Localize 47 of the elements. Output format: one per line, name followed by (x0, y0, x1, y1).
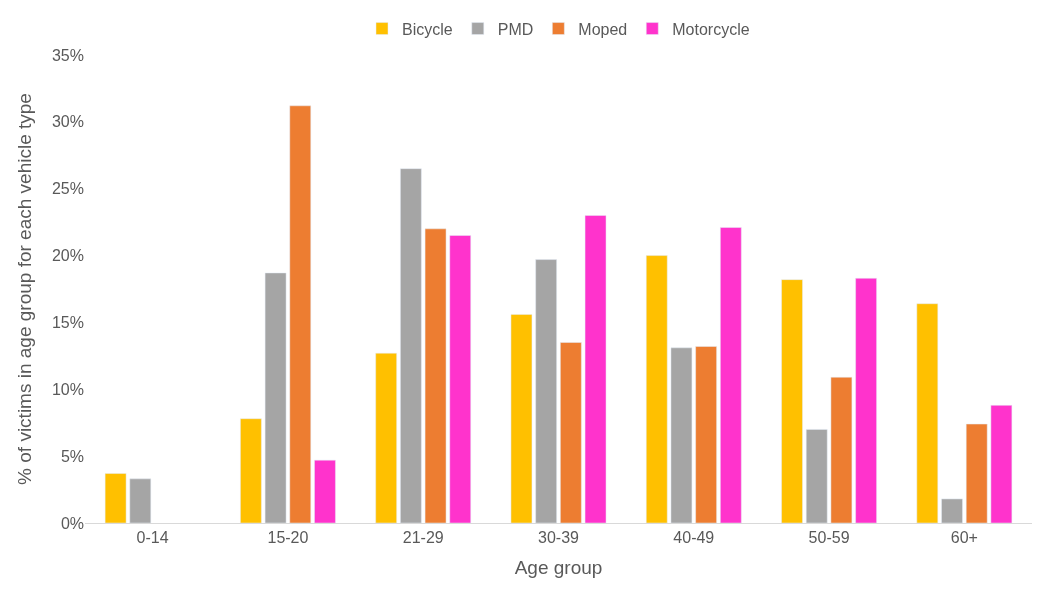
legend-label: Bicycle (402, 20, 453, 38)
y-tick-label: 0% (60, 514, 84, 532)
bar (805, 429, 828, 523)
y-tick-label: 5% (60, 447, 84, 465)
bar (990, 405, 1013, 523)
bar (646, 255, 668, 523)
x-tick-label: 21-29 (402, 529, 444, 547)
bar (720, 227, 742, 523)
bar (510, 314, 533, 523)
x-tick-label: 60+ (950, 529, 978, 547)
bar (941, 498, 963, 523)
legend-label: Moped (578, 20, 628, 38)
bar (104, 473, 127, 523)
bar (695, 346, 717, 523)
y-tick-label: 30% (51, 113, 84, 131)
x-tick-label: 30-39 (538, 529, 580, 547)
bar (375, 352, 397, 523)
bar (424, 228, 447, 523)
bar (855, 278, 877, 523)
y-tick-label: 15% (51, 314, 84, 332)
bar (916, 303, 939, 523)
x-tick-label: 50-59 (808, 529, 850, 547)
bar (965, 423, 988, 523)
bar (560, 342, 582, 523)
legend-label: PMD (497, 20, 534, 38)
bar (535, 259, 557, 523)
bar (584, 215, 607, 523)
bar (314, 459, 336, 523)
x-tick-label: 0-14 (136, 529, 169, 547)
x-axis-title: Age group (514, 557, 603, 578)
bar (240, 418, 262, 523)
y-tick-label: 35% (51, 46, 84, 64)
y-tick-label: 10% (51, 380, 84, 398)
bar (670, 347, 693, 523)
y-axis-title: % of victims in age group for each vehicle type (13, 93, 35, 485)
bar (129, 478, 152, 523)
y-tick-label: 20% (51, 247, 84, 265)
x-tick-label: 15-20 (267, 529, 309, 547)
y-tick-label: 25% (51, 180, 84, 198)
legend-label: Motorcycle (672, 20, 750, 38)
bar (264, 272, 287, 523)
bar (400, 168, 422, 523)
bar (830, 377, 853, 523)
x-tick-label: 40-49 (673, 529, 715, 547)
bar (289, 105, 312, 523)
bar (449, 235, 471, 523)
bar (781, 279, 803, 523)
